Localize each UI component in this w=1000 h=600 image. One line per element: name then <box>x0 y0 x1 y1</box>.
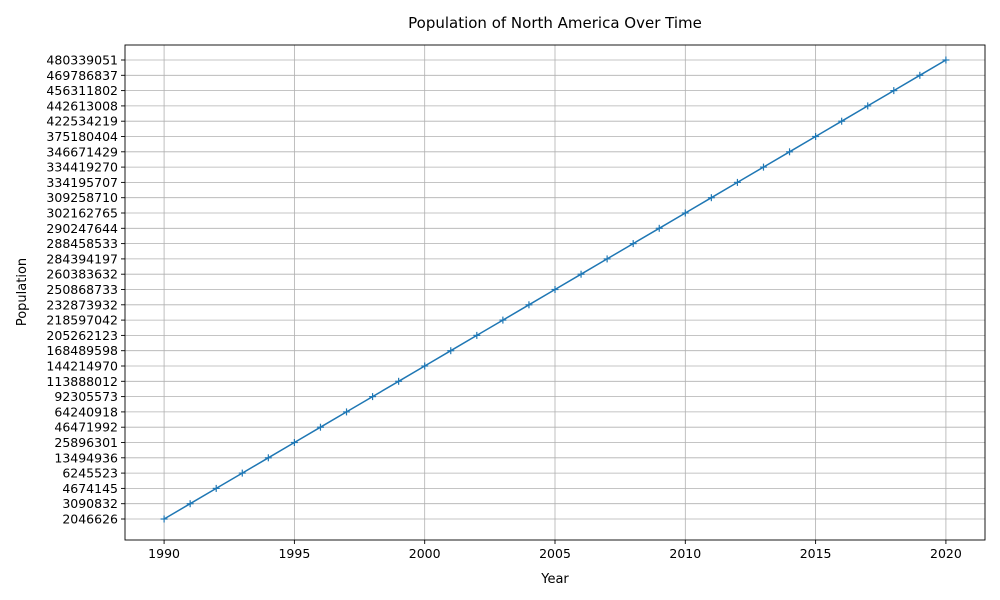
y-tick-label: 168489598 <box>46 343 118 358</box>
y-tick-label: 469786837 <box>46 68 118 83</box>
y-tick-label: 334419270 <box>46 160 118 175</box>
data-point-marker <box>603 255 611 263</box>
x-tick-label: 1990 <box>148 546 180 561</box>
y-tick-label: 3090832 <box>62 496 118 511</box>
x-tick-label: 2000 <box>409 546 441 561</box>
data-point-marker <box>525 301 533 309</box>
data-point-marker <box>786 148 794 156</box>
data-point-marker <box>395 377 403 385</box>
data-point-marker <box>890 87 898 95</box>
data-point-marker <box>421 362 429 370</box>
y-tick-label: 284394197 <box>46 251 118 266</box>
y-tick-label: 46471992 <box>54 420 118 435</box>
data-point-marker <box>369 393 377 401</box>
data-point-marker <box>473 331 481 339</box>
y-tick-label: 218597042 <box>46 313 118 328</box>
data-point-marker <box>864 102 872 110</box>
data-point-marker <box>707 194 715 202</box>
y-tick-label: 2046626 <box>62 512 118 527</box>
grid-lines <box>125 45 985 540</box>
x-tick-label: 2020 <box>930 546 962 561</box>
y-tick-label: 6245523 <box>62 466 118 481</box>
y-tick-label: 288458533 <box>46 236 118 251</box>
y-axis-ticks: 2046626309083246741456245523134949362589… <box>46 53 125 527</box>
data-point-marker <box>916 71 924 79</box>
y-tick-label: 290247644 <box>46 221 118 236</box>
data-point-marker <box>551 286 559 293</box>
y-tick-label: 13494936 <box>54 450 118 465</box>
data-point-marker <box>290 439 298 446</box>
y-tick-label: 309258710 <box>46 190 118 205</box>
y-tick-label: 113888012 <box>46 374 118 389</box>
data-point-marker <box>577 270 585 278</box>
data-point-marker <box>264 454 272 462</box>
x-tick-label: 1995 <box>278 546 310 561</box>
x-tick-label: 2005 <box>539 546 571 561</box>
data-point-marker <box>681 209 689 217</box>
data-point-marker <box>160 515 168 523</box>
chart-title: Population of North America Over Time <box>408 14 702 32</box>
data-point-marker <box>343 408 351 416</box>
data-point-marker <box>655 224 663 232</box>
data-point-marker <box>759 163 767 171</box>
data-point-marker <box>316 423 324 431</box>
data-point-marker <box>186 500 194 508</box>
data-point-marker <box>447 347 455 355</box>
x-tick-label: 2010 <box>669 546 701 561</box>
y-tick-label: 302162765 <box>46 206 118 221</box>
y-tick-label: 144214970 <box>46 359 118 374</box>
y-tick-label: 92305573 <box>54 389 118 404</box>
data-point-marker <box>212 484 220 492</box>
y-tick-label: 232873932 <box>46 297 118 312</box>
y-tick-label: 456311802 <box>46 83 118 98</box>
data-point-marker <box>812 133 820 140</box>
data-point-marker <box>499 316 507 324</box>
y-tick-label: 250868733 <box>46 282 118 297</box>
y-tick-label: 422534219 <box>46 114 118 129</box>
x-tick-label: 2015 <box>800 546 832 561</box>
y-tick-label: 4674145 <box>62 481 118 496</box>
y-tick-label: 64240918 <box>54 404 118 419</box>
y-tick-label: 442613008 <box>46 98 118 113</box>
data-point-marker <box>238 469 246 477</box>
y-tick-label: 260383632 <box>46 267 118 282</box>
y-tick-label: 25896301 <box>54 435 118 450</box>
marker-group <box>160 56 950 523</box>
x-axis-label: Year <box>540 572 569 587</box>
y-tick-label: 375180404 <box>46 129 118 144</box>
y-tick-label: 334195707 <box>46 175 118 190</box>
x-axis-ticks: 1990 1995 2000 2005 2010 2015 2020 <box>148 540 962 561</box>
data-point-marker <box>733 178 741 186</box>
data-point-marker <box>838 117 846 125</box>
y-tick-label: 205262123 <box>46 328 118 343</box>
y-axis-label: Population <box>15 258 30 326</box>
data-point-marker <box>942 56 950 64</box>
data-point-marker <box>629 240 637 248</box>
y-tick-label: 346671429 <box>46 144 118 159</box>
y-tick-label: 480339051 <box>46 53 118 68</box>
